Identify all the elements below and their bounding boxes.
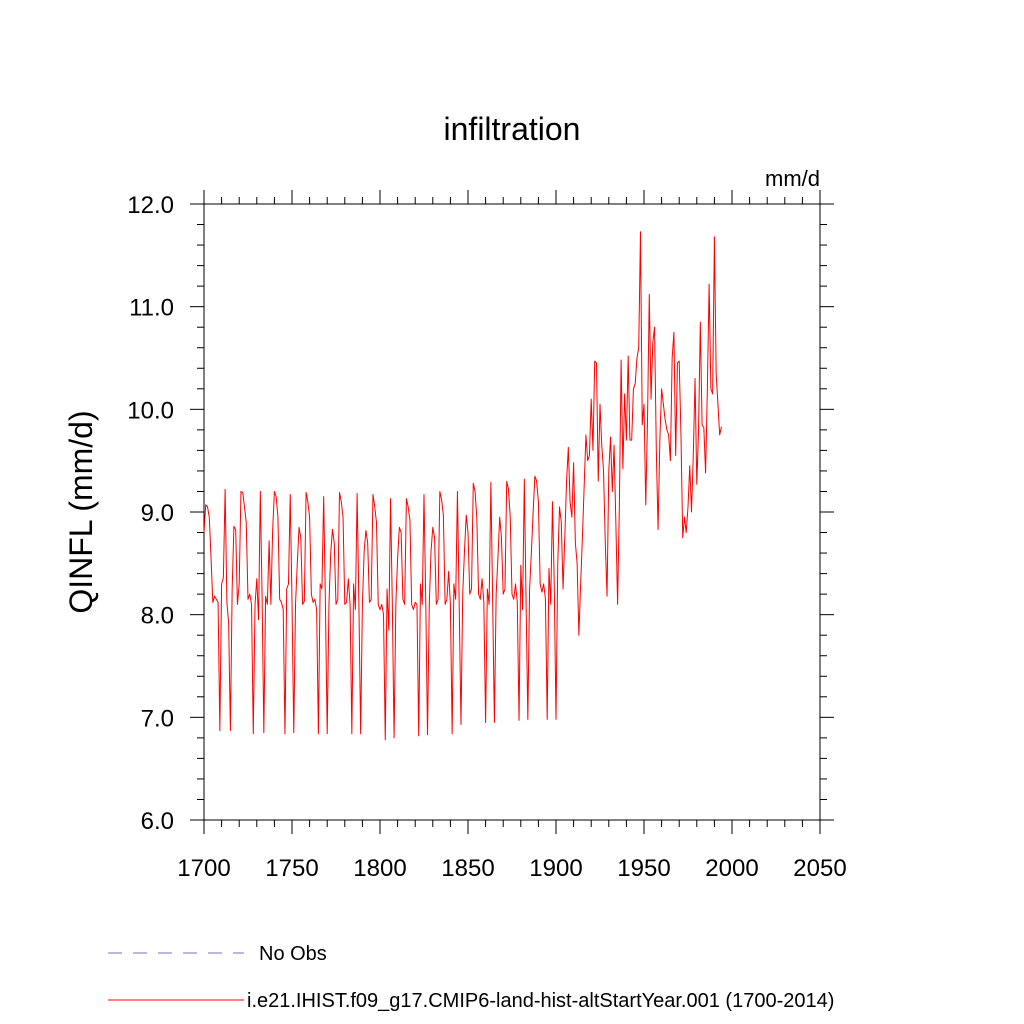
y-tick-label: 11.0 [129, 295, 174, 322]
y-tick-label: 9.0 [141, 500, 174, 527]
y-tick-label: 8.0 [141, 603, 174, 630]
x-tick-label: 1800 [353, 855, 406, 882]
y-tick-label: 6.0 [141, 808, 174, 835]
x-tick-label: 1700 [177, 855, 230, 882]
y-tick-label: 10.0 [127, 397, 174, 424]
series-layer [203, 231, 722, 741]
legend-label-model: i.e21.IHIST.f09_g17.CMIP6-land-hist-altS… [247, 990, 834, 1012]
y-axis-label: QINFL (mm/d) [63, 410, 99, 613]
units-label: mm/d [765, 166, 820, 191]
x-tick-label: 1900 [529, 855, 582, 882]
x-tick-label: 1750 [265, 855, 318, 882]
legend: No Obs i.e21.IHIST.f09_g17.CMIP6-land-hi… [108, 943, 834, 1012]
x-tick-label: 1950 [617, 855, 670, 882]
x-tick-label: 1850 [441, 855, 494, 882]
axis-ticks [190, 190, 834, 834]
y-tick-label: 7.0 [141, 705, 174, 732]
legend-label-no-obs: No Obs [259, 943, 327, 965]
x-tick-label: 2050 [793, 855, 846, 882]
chart-title: infiltration [444, 111, 581, 147]
x-tick-label: 2000 [705, 855, 758, 882]
y-tick-label: 12.0 [127, 192, 174, 219]
plot-frame [203, 203, 821, 821]
series-line-0 [203, 231, 722, 741]
axis-tick-labels: 1700 1750 1800 1850 1900 1950 2000 2050 6.0 7.0 8.… [127, 192, 846, 882]
